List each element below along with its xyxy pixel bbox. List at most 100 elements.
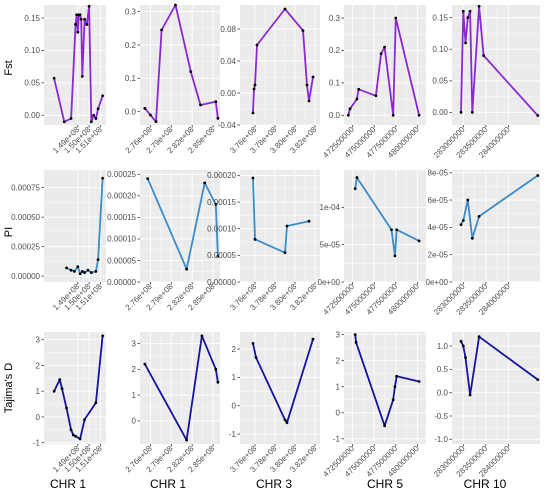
panel-pi-4-data-point [393, 254, 397, 258]
panel-pi-3-y-tick-label: 0.00020 [207, 171, 236, 180]
panel-pi-4-series-line [354, 176, 420, 257]
panel-tajimas-d-1-data-point [101, 334, 105, 338]
panel-pi-1-data-point [69, 268, 73, 272]
panel-pi-2-data-point [146, 177, 150, 181]
panel-fst-1-y-tick-label: 0.10 [24, 46, 40, 55]
panel-tajimas-d-1-data-point [78, 437, 82, 441]
panel-pi-3-y-tick-label: 0.00005 [207, 251, 236, 260]
panel-fst-3-data-point [307, 99, 311, 103]
panel-pi-4-y-tick-label: 5e-05 [320, 240, 341, 249]
panel-fst-5-data-point [459, 110, 463, 114]
panel-fst-3-data-point [283, 7, 287, 11]
panel-fst-1-data-point [80, 74, 84, 78]
panel-pi-3-background [240, 170, 320, 282]
panel-tajimas-d-4-y-tick-label: 3 [336, 330, 341, 339]
panel-tajimas-d-5-y-tick-label: -1.0 [434, 435, 448, 444]
panel-fst-1-data-point [96, 107, 100, 111]
panel-fst-1-data-point [83, 17, 86, 21]
panel-tajimas-d-4: -101234725000004750000004775000004800000… [321, 330, 426, 479]
panel-fst-4-data-point [394, 16, 398, 20]
panel-pi-5-y-tick-label: 8e-05 [428, 169, 449, 178]
panel-fst-1-data-point [79, 17, 83, 21]
panel-tajimas-d-1-y-tick-label: -1 [33, 439, 41, 448]
panel-tajimas-d-3-data-point [254, 356, 258, 359]
panel-fst-5: 0.000.050.100.15283000000283500000284000… [432, 4, 540, 160]
panel-fst-5-data-point [477, 4, 481, 8]
panel-fst-4-y-tick-label: 0.0 [329, 111, 341, 120]
panel-fst-3-y-tick-label: -0.04 [218, 121, 237, 130]
panel-tajimas-d-5-data-point [459, 339, 463, 343]
panel-pi-2-data-point [203, 181, 207, 185]
panel-tajimas-d-1-y-tick-label: 1 [36, 387, 41, 396]
panel-pi-2-data-point [214, 203, 218, 206]
panel-tajimas-d-5-data-point [477, 335, 481, 339]
panel-fst-3-data-point [252, 87, 256, 91]
panel-tajimas-d-3-data-point [311, 337, 315, 341]
panel-fst-3-background [240, 5, 320, 125]
panel-tajimas-d-2-data-point [216, 380, 220, 384]
panel-pi-1-data-point [89, 271, 93, 274]
panel-pi-5-data-point [466, 198, 470, 202]
panel-fst-2-data-point [199, 103, 202, 107]
panel-fst-4-data-point [357, 87, 361, 91]
panel-tajimas-d-4-y-tick-label: 2 [336, 356, 341, 365]
panel-fst-3-y-tick-label: 0.08 [220, 25, 236, 34]
panel-pi-2-y-tick-label: 0.00025 [107, 170, 136, 179]
panel-tajimas-d-2-background [140, 332, 220, 444]
panel-fst-1-data-point [92, 113, 95, 117]
panel-pi-1-background [44, 170, 106, 282]
panel-fst-1-data-point [94, 117, 98, 120]
panel-tajimas-d-2-y-tick-label: 3 [132, 339, 137, 348]
panel-pi-5-background [452, 170, 540, 282]
panel-fst-4-data-point [391, 113, 395, 117]
panel-pi-1-data-point [80, 269, 84, 273]
panel-fst-2-y-tick-label: 0.2 [125, 41, 137, 50]
column-label-chr-3: CHR 3 [256, 477, 292, 491]
panel-tajimas-d-4-data-point [353, 333, 357, 337]
panel-fst-2-data-point [189, 70, 193, 74]
panel-pi-1-data-point [73, 269, 76, 273]
panel-fst-2-data-point [214, 100, 218, 104]
panel-fst-2-y-tick-label: 0.3 [125, 7, 137, 16]
panel-fst-1-data-point [62, 120, 66, 124]
panel-tajimas-d-2-y-tick-label: 2 [132, 365, 137, 374]
panel-tajimas-d-4-data-point [354, 341, 358, 344]
panel-pi-3-y-tick-label: 0.00000 [207, 278, 236, 287]
panel-fst-3-data-point [305, 83, 309, 87]
panel-tajimas-d-1-data-point [74, 434, 77, 438]
panel-pi-4-data-point [390, 228, 393, 232]
panel-fst-1-data-point [74, 23, 77, 26]
panel-tajimas-d-2-y-tick-label: 1 [132, 391, 137, 400]
panel-fst-1-data-point [52, 76, 56, 80]
panel-pi-2-y-tick-label: 0.00015 [107, 213, 136, 222]
panel-pi-1-y-tick-label: 0.00000 [11, 272, 40, 281]
panel-fst-3-data-point [255, 43, 259, 47]
panel-pi-1-y-tick-label: 0.00075 [11, 183, 40, 192]
panel-fst-1-y-tick-label: 0.05 [24, 79, 40, 88]
panel-tajimas-d-3-y-tick-label: 0 [232, 402, 237, 411]
panel-pi-1-data-point [96, 258, 100, 261]
panel-fst-3-data-point [311, 75, 315, 79]
panel-pi-3-y-tick-label: 0.00010 [207, 224, 236, 233]
panel-fst-1-data-point [85, 23, 89, 26]
panel-fst-1-data-point [101, 94, 105, 98]
panel-fst-2-data-point [154, 120, 158, 124]
panel-fst-1-data-point [69, 117, 73, 120]
column-label-chr-1-second: CHR 1 [150, 477, 186, 491]
panel-tajimas-d-5-y-tick-label: 0.0 [437, 388, 449, 397]
panel-pi-1: 0.000000.000250.000500.000751.49e+081.50… [11, 170, 106, 312]
panel-pi-1-data-point [78, 272, 82, 276]
panel-tajimas-d-3-data-point [285, 421, 289, 425]
panel-pi-4-data-point [353, 187, 357, 191]
panel-pi-5-y-tick-label: 4e-05 [428, 223, 449, 232]
panel-pi-5-data-point [461, 219, 465, 222]
panel-fst-5-data-point [536, 114, 540, 117]
panel-pi-3-y-tick-label: 0.00015 [207, 198, 236, 207]
panel-tajimas-d-5: -1.0-0.50.00.51.028300000028350000028400… [432, 332, 540, 479]
panel-tajimas-d-4-data-point [383, 424, 386, 428]
panel-tajimas-d-3-background [240, 332, 320, 444]
panel-tajimas-d-4-y-tick-label: 0 [336, 409, 341, 418]
panel-fst-4-data-point [346, 113, 350, 117]
panel-tajimas-d-1-data-point [71, 433, 75, 437]
